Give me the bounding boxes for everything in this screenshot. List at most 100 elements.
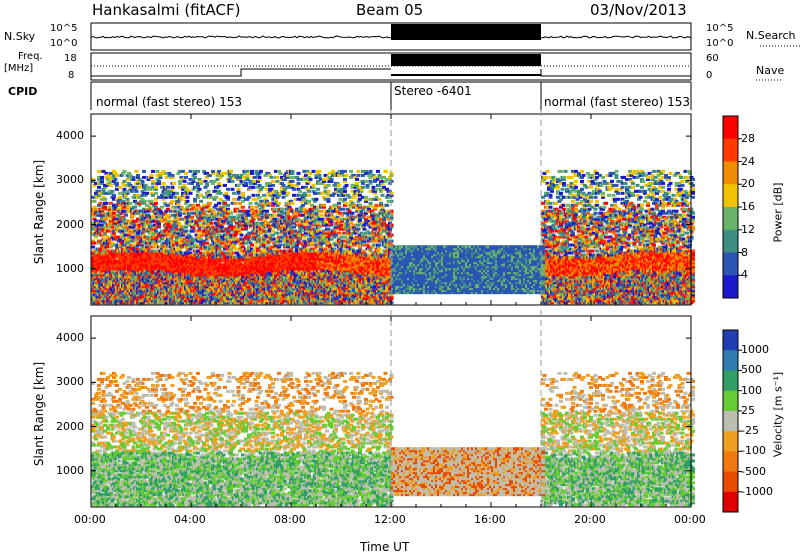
power-cell [142,176,146,179]
power-cell [259,170,263,173]
power-cell [223,172,227,175]
power-cell [97,186,101,189]
power-cell [241,206,245,209]
power-cell [265,210,269,213]
power-cell [262,194,266,197]
power-cell [145,192,149,195]
power-cell [124,214,128,217]
power-cell [114,178,118,181]
power-cell [226,196,230,199]
power-cell [271,180,275,183]
power-cell [141,180,145,183]
power-cell [244,182,248,185]
power-cell [93,242,97,245]
power-cell [258,236,262,239]
power-cell [240,234,244,237]
power-cell [150,174,154,177]
power-cell [166,186,170,189]
power-cell [232,192,236,195]
power-cell [151,180,155,183]
power-cell [226,188,230,191]
freq-line-1 [91,69,391,76]
power-cell [171,174,175,177]
power-cell [225,192,229,195]
power-cell [123,170,127,173]
power-cell [91,246,95,249]
power-cell [249,202,253,205]
power-cell [184,230,188,233]
nsky-trace [91,24,691,40]
power-cell [232,198,236,201]
power-cell [258,196,262,199]
power-cell [132,176,136,179]
power-cell [135,170,139,173]
power-cell [210,222,214,225]
power-cell [115,182,119,185]
power-cell [231,188,235,191]
power-cell [184,172,188,175]
power-cell [160,206,164,209]
power-cell [190,216,194,219]
power-cell [271,184,275,187]
power-cell [184,176,188,179]
power-cell [154,192,158,195]
power-cell [186,196,190,199]
power-cell [229,212,233,215]
power-cell [261,186,265,189]
power-cell [276,176,280,179]
power-cell [129,202,133,205]
power-cell [154,230,158,233]
power-cell [186,200,190,203]
power-cell [183,184,187,187]
power-cell [234,248,238,251]
power-cell [178,212,182,215]
freq-stereo-block [391,54,541,66]
power-cell [273,214,277,217]
power-cell [192,204,196,207]
power-cell [250,244,254,247]
power-cell [214,196,218,199]
power-cell [150,200,154,203]
power-cell [276,232,280,235]
power-cell [111,190,115,193]
power-cell [118,186,122,189]
power-cell [151,170,155,173]
power-cell [219,192,223,195]
power-cell [126,198,130,201]
power-cell [171,200,175,203]
power-cell [183,180,187,183]
power-cell [136,174,140,177]
power-cell [133,206,137,209]
power-cell [250,170,254,173]
freq-trace [91,54,691,76]
power-cell [189,192,193,195]
power-cell [171,186,175,189]
power-cell [250,206,254,209]
power-cell [217,182,221,185]
power-cell [112,194,116,197]
power-cell [208,202,212,205]
power-cell [202,196,206,199]
power-cell [241,192,245,195]
power-cell [100,176,104,179]
power-cell [211,170,215,173]
power-cell [279,244,283,247]
power-cell [234,202,238,205]
power-cell [157,180,161,183]
power-cell [118,196,122,199]
power-cell [198,188,202,191]
power-cell [189,170,193,173]
power-cell [193,176,197,179]
power-cell [103,198,107,201]
power-cell [105,202,109,205]
power-cell [162,182,166,185]
power-cell [258,176,262,179]
power-cell [247,196,251,199]
power-cell [237,188,241,191]
power-cell [172,182,176,185]
power-cell [175,192,179,195]
power-cell [199,180,203,183]
power-cell [252,186,256,189]
power-cell [135,190,139,193]
